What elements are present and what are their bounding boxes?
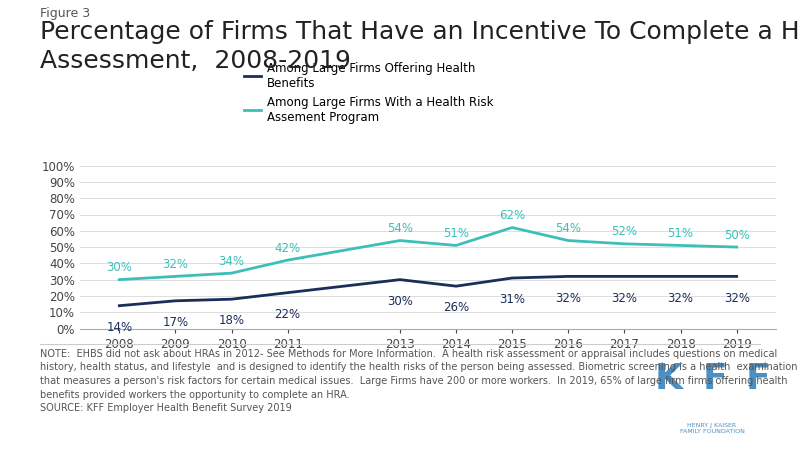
Text: 52%: 52% [611, 225, 638, 238]
Text: 54%: 54% [387, 222, 413, 235]
Text: 32%: 32% [555, 292, 582, 305]
Text: 30%: 30% [106, 261, 132, 274]
Text: 17%: 17% [162, 316, 189, 329]
Text: F: F [702, 362, 727, 396]
Text: 54%: 54% [555, 222, 582, 235]
Text: 32%: 32% [162, 258, 189, 271]
Text: 31%: 31% [499, 293, 525, 306]
Text: F: F [746, 362, 770, 396]
Text: Percentage of Firms That Have an Incentive To Complete a Health Risk
Assessment,: Percentage of Firms That Have an Incenti… [40, 20, 800, 73]
Text: 62%: 62% [499, 209, 526, 222]
Text: HENRY J KAISER
FAMILY FOUNDATION: HENRY J KAISER FAMILY FOUNDATION [679, 423, 745, 434]
Text: 42%: 42% [274, 242, 301, 255]
Text: 51%: 51% [667, 227, 694, 240]
Text: K: K [654, 362, 682, 396]
Text: 32%: 32% [611, 292, 638, 305]
Text: 30%: 30% [387, 295, 413, 308]
Text: 51%: 51% [443, 227, 469, 240]
Text: 22%: 22% [274, 308, 301, 321]
Text: 26%: 26% [443, 302, 469, 315]
Text: 18%: 18% [218, 315, 245, 328]
Text: NOTE:  EHBS did not ask about HRAs in 2012- See Methods for More Information.  A: NOTE: EHBS did not ask about HRAs in 201… [40, 349, 798, 413]
Text: 50%: 50% [724, 229, 750, 242]
Text: 32%: 32% [667, 292, 694, 305]
Text: 34%: 34% [218, 255, 245, 268]
Legend: Among Large Firms Offering Health
Benefits, Among Large Firms With a Health Risk: Among Large Firms Offering Health Benefi… [239, 58, 498, 129]
Text: 14%: 14% [106, 321, 132, 334]
Text: Figure 3: Figure 3 [40, 7, 90, 20]
Text: 32%: 32% [724, 292, 750, 305]
